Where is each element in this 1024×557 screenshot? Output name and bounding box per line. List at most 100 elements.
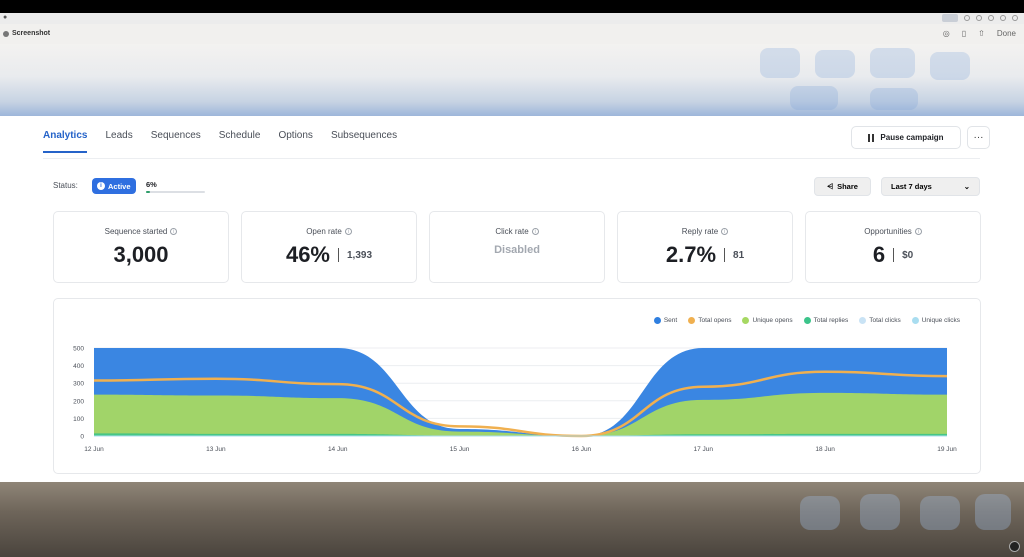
date-range-select[interactable]: Last 7 days ⌄ bbox=[881, 177, 980, 196]
stat-value: 6 bbox=[872, 242, 886, 267]
apple-icon[interactable]: ● bbox=[3, 14, 8, 21]
info-icon[interactable]: i bbox=[721, 228, 729, 235]
x-tick-label: 16 Jun bbox=[572, 446, 592, 453]
legend-label: Unique clicks bbox=[921, 317, 960, 324]
macos-menubar bbox=[0, 0, 1024, 13]
legend-item-unique-opens[interactable]: Unique opens bbox=[742, 317, 793, 324]
area-chart[interactable]: 0 100 200 300 400 500 12 Jun 13 Jun 14 Jun 15 Jun… bbox=[54, 299, 982, 475]
legend-label: Unique opens bbox=[752, 317, 793, 324]
spotlight-icon[interactable] bbox=[1012, 15, 1018, 21]
status-icon[interactable] bbox=[964, 15, 970, 21]
legend-item-sent[interactable]: Sent bbox=[653, 317, 678, 324]
screenshot-viewer-toolbar: Screenshot ◎ ▯ ⇧ Done bbox=[0, 24, 1024, 44]
stat-label: Reply rate bbox=[681, 227, 719, 236]
series-unique-opens-area bbox=[94, 392, 947, 436]
legend-swatch bbox=[911, 317, 919, 324]
done-button[interactable]: Done bbox=[996, 29, 1016, 38]
stat-secondary-value: 81 bbox=[733, 249, 745, 261]
progress-bar-fill bbox=[146, 191, 150, 193]
more-options-button[interactable]: ··· bbox=[967, 126, 990, 149]
stat-value: 3,000 bbox=[113, 242, 169, 267]
stat-value: 2.7% bbox=[665, 242, 717, 267]
y-tick-label: 300 bbox=[73, 381, 84, 388]
stat-card-sequence-started: Sequence started i 3,000 bbox=[53, 211, 229, 283]
campaign-analytics-page: Analytics Leads Sequences Schedule Optio… bbox=[0, 116, 1024, 482]
series-total-replies-area bbox=[94, 433, 947, 436]
legend-swatch bbox=[742, 317, 750, 324]
trash-icon[interactable]: ▯ bbox=[961, 29, 967, 38]
info-icon[interactable]: i bbox=[531, 228, 539, 235]
stat-secondary-value: $0 bbox=[902, 249, 914, 261]
legend-label: Total opens bbox=[698, 317, 732, 324]
status-badge-label: Active bbox=[108, 181, 131, 191]
legend-swatch bbox=[688, 317, 696, 324]
share-icon: ⩤ bbox=[827, 181, 834, 191]
stat-card-opportunities: Opportunities i 6 $0 bbox=[805, 211, 981, 283]
app-indicator-icon[interactable] bbox=[942, 14, 958, 22]
stat-card-reply-rate: Reply rate i 2.7% 81 bbox=[617, 211, 793, 283]
wifi-icon[interactable] bbox=[1000, 15, 1006, 21]
legend-item-total-clicks[interactable]: Total clicks bbox=[859, 317, 901, 324]
x-tick-label: 18 Jun bbox=[815, 446, 835, 453]
tab-leads[interactable]: Leads bbox=[105, 130, 133, 141]
stat-value: Disabled bbox=[494, 244, 540, 256]
stat-label: Open rate bbox=[306, 227, 342, 236]
status-icon[interactable] bbox=[976, 15, 982, 21]
y-tick-label: 400 bbox=[73, 363, 84, 370]
status-badge[interactable]: i Active bbox=[92, 178, 136, 194]
status-icon[interactable] bbox=[988, 15, 994, 21]
y-tick-label: 0 bbox=[80, 434, 84, 441]
legend-item-total-replies[interactable]: Total replies bbox=[803, 317, 849, 324]
stat-label: Sequence started bbox=[104, 227, 168, 236]
tab-analytics[interactable]: Analytics bbox=[43, 130, 88, 153]
info-icon[interactable]: i bbox=[170, 228, 178, 235]
legend-label: Total replies bbox=[813, 317, 849, 324]
y-tick-label: 100 bbox=[73, 416, 84, 423]
tab-options[interactable]: Options bbox=[278, 130, 313, 141]
y-tick-label: 200 bbox=[73, 398, 84, 405]
analytics-chart-card: Sent Total opens Unique opens Total repl… bbox=[53, 298, 981, 474]
tab-subsequences[interactable]: Subsequences bbox=[330, 130, 398, 141]
stat-card-click-rate: Click rate i Disabled bbox=[429, 211, 605, 283]
share-label: Share bbox=[837, 182, 858, 191]
markup-icon[interactable]: ◎ bbox=[942, 29, 950, 38]
chevron-down-icon: ⌄ bbox=[963, 182, 970, 191]
progress-bar bbox=[146, 191, 205, 193]
series-total-opens-line bbox=[93, 370, 948, 438]
tab-schedule[interactable]: Schedule bbox=[218, 130, 261, 141]
divider bbox=[724, 248, 726, 262]
blurred-background-bottom bbox=[0, 482, 1024, 557]
legend-swatch bbox=[859, 317, 867, 324]
x-tick-label: 15 Jun bbox=[450, 446, 470, 453]
info-icon[interactable]: i bbox=[344, 228, 352, 235]
legend-label: Sent bbox=[663, 317, 678, 324]
x-tick-label: 19 Jun bbox=[937, 446, 957, 453]
info-icon: i bbox=[97, 182, 105, 190]
legend-swatch bbox=[803, 317, 811, 324]
legend-swatch bbox=[653, 317, 661, 324]
legend-item-total-opens[interactable]: Total opens bbox=[688, 317, 731, 324]
info-icon[interactable]: i bbox=[914, 228, 922, 235]
x-tick-label: 12 Jun bbox=[84, 446, 104, 453]
tab-sequences[interactable]: Sequences bbox=[150, 130, 201, 141]
pause-campaign-label: Pause campaign bbox=[880, 133, 944, 142]
x-tick-label: 17 Jun bbox=[694, 446, 714, 453]
x-tick-label: 14 Jun bbox=[328, 446, 348, 453]
divider bbox=[893, 248, 895, 262]
progress-percentage: 6% bbox=[146, 180, 157, 189]
date-range-label: Last 7 days bbox=[891, 182, 932, 191]
pause-icon bbox=[868, 133, 875, 142]
status-label: Status: bbox=[53, 181, 78, 190]
share-sheet-icon[interactable]: ⇧ bbox=[978, 29, 985, 38]
close-window-icon[interactable] bbox=[3, 31, 9, 37]
stat-secondary-value: 1,393 bbox=[347, 249, 373, 261]
blurred-background-top bbox=[0, 44, 1024, 116]
tabs-divider bbox=[43, 158, 980, 159]
screen-recorder-icon[interactable] bbox=[1009, 541, 1020, 552]
legend-item-unique-clicks[interactable]: Unique clicks bbox=[911, 317, 960, 324]
chart-legend: Sent Total opens Unique opens Total repl… bbox=[653, 317, 960, 324]
pause-campaign-button[interactable]: Pause campaign bbox=[851, 126, 961, 149]
viewer-title: Screenshot bbox=[12, 30, 51, 37]
legend-label: Total clicks bbox=[869, 317, 901, 324]
share-button[interactable]: ⩤ Share bbox=[814, 177, 871, 196]
